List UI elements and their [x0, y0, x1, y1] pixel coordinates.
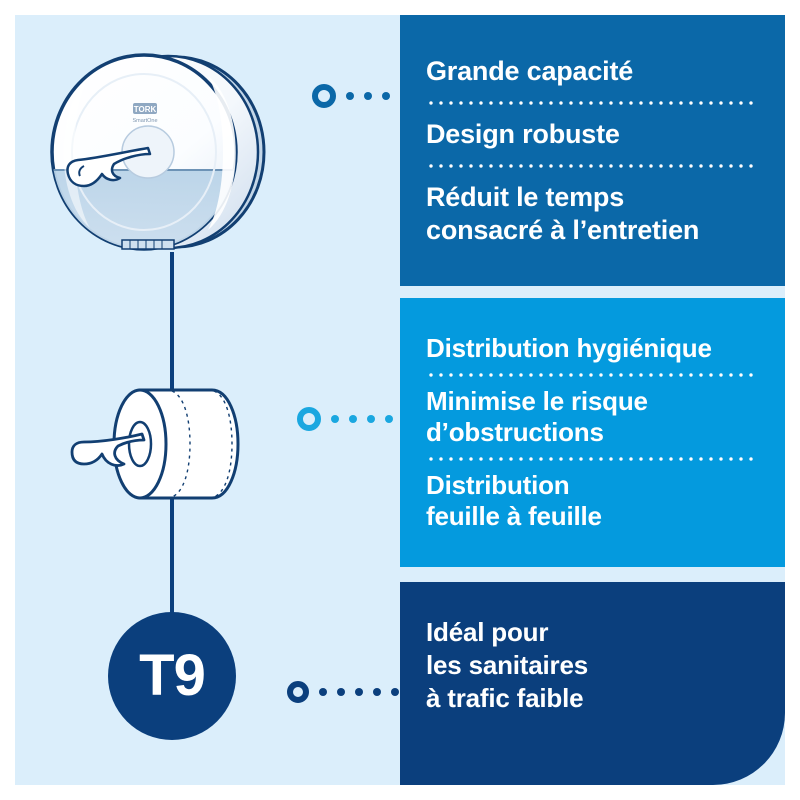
connector-dot: [337, 688, 345, 696]
feature-divider: [426, 100, 759, 105]
feature-line-distribution-hygienique: Distribution hygiénique: [426, 333, 712, 363]
connector-spine-lower: [170, 400, 174, 640]
connector-dot: [385, 415, 393, 423]
tork-logo-badge: TORK SmartOne: [132, 103, 158, 124]
feature-divider: [426, 163, 759, 168]
feature-line-ideal-pour-row1: Idéal pour: [426, 617, 549, 647]
ring-connector-icon: [287, 681, 309, 703]
feature-line-minimise-risque-row2: d’obstructions: [426, 417, 604, 447]
connector-dot: [355, 688, 363, 696]
connector-dot: [367, 415, 375, 423]
connector-dot: [391, 688, 399, 696]
connector-panel-hygiene: [297, 407, 411, 431]
dispenser-illustration: TORK SmartOne: [48, 48, 268, 268]
connector-dot: [349, 415, 357, 423]
feature-divider: [426, 457, 759, 461]
connector-dot: [331, 415, 339, 423]
svg-text:SmartOne: SmartOne: [132, 118, 157, 124]
feature-divider: [426, 373, 759, 377]
toilet-roll-illustration: [62, 372, 292, 522]
feature-line-minimise-risque: Minimise le risque d’obstructions: [426, 386, 759, 448]
feature-line-design-robuste: Design robuste: [426, 118, 620, 149]
connector-panel-usage: [287, 681, 417, 703]
product-system-code: T9: [139, 643, 206, 708]
feature-panel-capacity: Grande capacité Design robuste Réduit le…: [400, 15, 785, 286]
ring-connector-icon: [297, 407, 321, 431]
tork-smartone-mini-dispenser-icon: TORK SmartOne: [50, 53, 266, 251]
connector-dot: [373, 688, 381, 696]
feature-panel-hygiene: Distribution hygiénique Minimise le risq…: [400, 298, 785, 567]
connector-dot: [346, 92, 354, 100]
feature-line-reduit-temps-row2: consacré à l’entretien: [426, 214, 700, 245]
feature-panel-usage: Idéal pour les sanitaires à trafic faibl…: [400, 582, 785, 785]
feature-line-distribution-feuille-row1: Distribution: [426, 470, 570, 500]
svg-text:TORK: TORK: [134, 105, 157, 114]
toilet-tissue-roll-icon: [70, 388, 240, 500]
feature-line-distribution-feuille-row2: feuille à feuille: [426, 501, 602, 531]
connector-spine-upper: [170, 252, 174, 400]
feature-line-minimise-risque-row1: Minimise le risque: [426, 386, 648, 416]
dispenser-vent: [121, 239, 175, 250]
connector-panel-capacity: [312, 84, 408, 108]
ring-connector-icon: [312, 84, 336, 108]
feature-line-ideal-pour-row2: les sanitaires: [426, 650, 588, 680]
connector-dot: [319, 688, 327, 696]
connector-dot: [382, 92, 390, 100]
feature-line-grande-capacite: Grande capacité: [426, 55, 634, 86]
product-system-badge: T9: [108, 612, 236, 740]
feature-line-distribution-feuille: Distribution feuille à feuille: [426, 470, 759, 532]
feature-line-reduit-temps: Réduit le temps consacré à l’entretien: [426, 181, 759, 247]
connector-dot: [364, 92, 372, 100]
feature-line-ideal-pour-row3: à trafic faible: [426, 683, 584, 713]
feature-line-reduit-temps-row1: Réduit le temps: [426, 181, 625, 212]
